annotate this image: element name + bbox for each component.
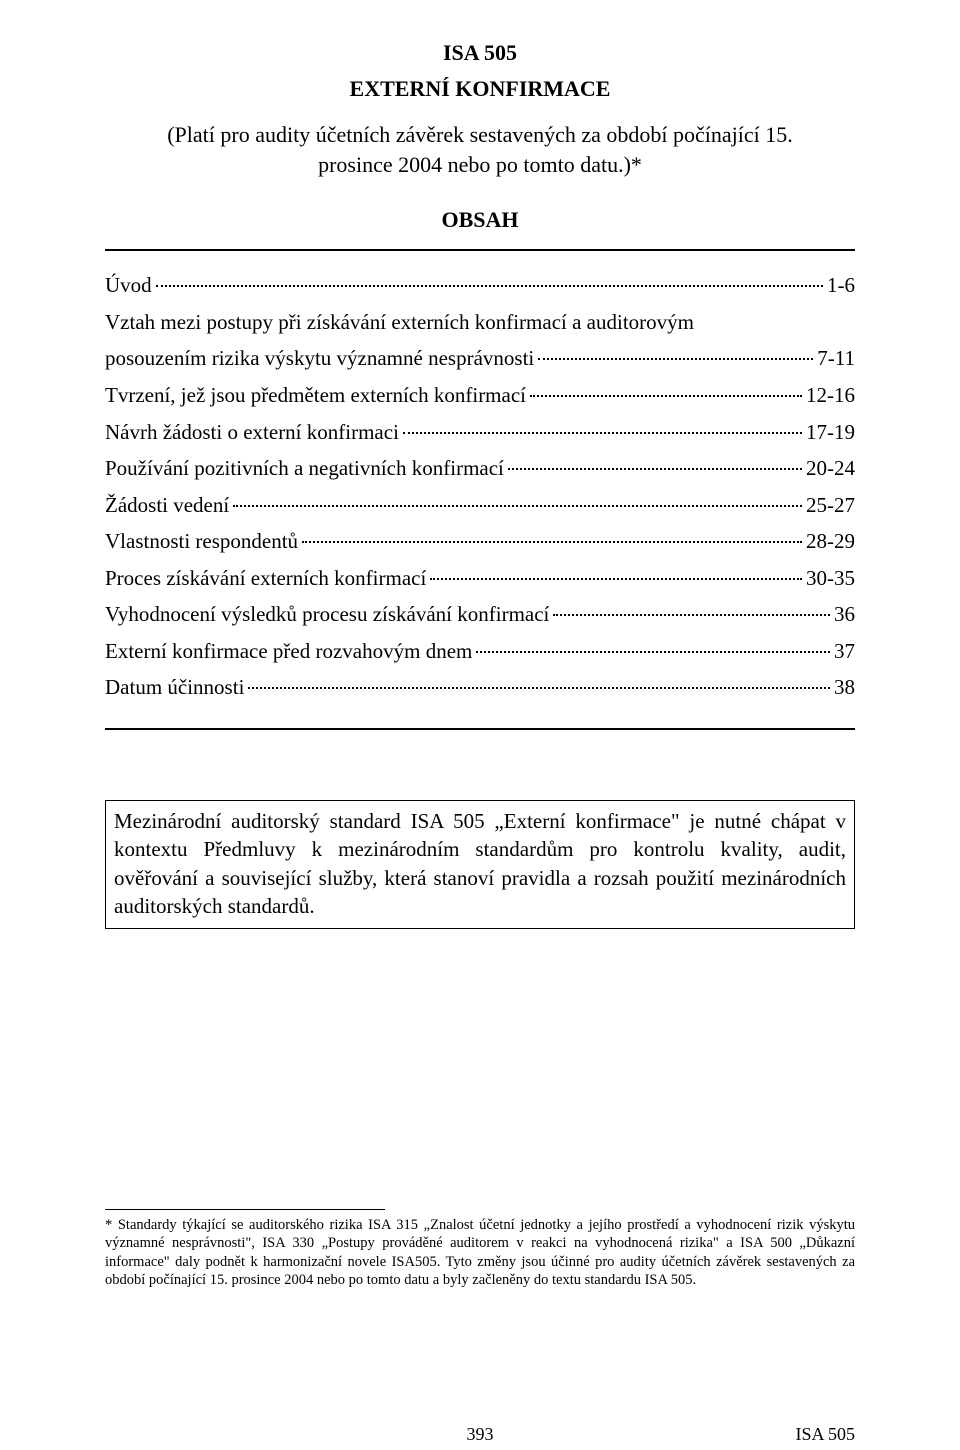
toc-leader <box>530 395 802 397</box>
toc-page: 37 <box>834 635 855 668</box>
toc-row: Používání pozitivních a negativních konf… <box>105 452 855 485</box>
toc-page: 38 <box>834 671 855 704</box>
toc-row: Vlastnosti respondentů 28-29 <box>105 525 855 558</box>
toc-leader <box>538 358 813 360</box>
page-number: 393 <box>467 1424 494 1445</box>
toc-leader <box>403 432 802 434</box>
footnote-text: * Standardy týkající se auditorského riz… <box>105 1216 855 1289</box>
toc-page: 20-24 <box>806 452 855 485</box>
toc-label: Tvrzení, jež jsou předmětem externích ko… <box>105 379 526 412</box>
toc-row: Návrh žádosti o externí konfirmaci 17-19 <box>105 416 855 449</box>
toc-leader <box>248 687 830 689</box>
toc-page: 1-6 <box>827 269 855 302</box>
toc-leader <box>508 468 802 470</box>
toc-leader <box>476 651 830 653</box>
toc-label: Návrh žádosti o externí konfirmaci <box>105 416 399 449</box>
toc-row: Externí konfirmace před rozvahovým dnem 3… <box>105 635 855 668</box>
footer-isa: ISA 505 <box>795 1424 855 1445</box>
toc-label: Proces získávání externích konfirmací <box>105 562 426 595</box>
document-title: EXTERNÍ KONFIRMACE <box>105 76 855 102</box>
toc-row: Vztah mezi postupy při získávání externí… <box>105 306 855 339</box>
toc-label: Externí konfirmace před rozvahovým dnem <box>105 635 472 668</box>
toc-row: Proces získávání externích konfirmací 30-… <box>105 562 855 595</box>
toc-label: posouzením rizika výskytu významné nespr… <box>105 342 534 375</box>
toc-page: 28-29 <box>806 525 855 558</box>
contents-heading: OBSAH <box>441 207 518 233</box>
toc-label: Vyhodnocení výsledků procesu získávání k… <box>105 598 549 631</box>
toc-page: 17-19 <box>806 416 855 449</box>
contents-rule <box>105 249 855 251</box>
isa-number: ISA 505 <box>105 40 855 66</box>
toc-label: Úvod <box>105 269 152 302</box>
toc-label: Používání pozitivních a negativních konf… <box>105 452 504 485</box>
toc-page: 12-16 <box>806 379 855 412</box>
toc-row: Vyhodnocení výsledků procesu získávání k… <box>105 598 855 631</box>
toc-leader <box>302 541 802 543</box>
toc-label: Datum účinnosti <box>105 671 244 704</box>
toc-page: 36 <box>834 598 855 631</box>
contents-end-rule <box>105 728 855 730</box>
toc-leader <box>233 505 802 507</box>
toc-leader <box>553 614 830 616</box>
footnote-separator <box>105 1209 385 1210</box>
toc-page: 25-27 <box>806 489 855 522</box>
context-note-box: Mezinárodní auditorský standard ISA 505 … <box>105 800 855 929</box>
toc-label: Žádosti vedení <box>105 489 229 522</box>
toc-page: 7-11 <box>817 342 855 375</box>
toc-label: Vztah mezi postupy při získávání externí… <box>105 306 694 339</box>
toc-row: posouzením rizika výskytu významné nespr… <box>105 342 855 375</box>
toc-row: Datum účinnosti 38 <box>105 671 855 704</box>
table-of-contents: Úvod 1-6 Vztah mezi postupy při získávání … <box>105 269 855 704</box>
contents-heading-block: OBSAH <box>105 207 855 233</box>
toc-row: Tvrzení, jež jsou předmětem externích ko… <box>105 379 855 412</box>
document-header: ISA 505 EXTERNÍ KONFIRMACE (Platí pro au… <box>105 40 855 179</box>
toc-row: Žádosti vedení 25-27 <box>105 489 855 522</box>
toc-leader <box>156 285 823 287</box>
toc-page: 30-35 <box>806 562 855 595</box>
toc-leader <box>430 578 802 580</box>
applicability-note: (Platí pro audity účetních závěrek sesta… <box>160 120 800 179</box>
toc-label: Vlastnosti respondentů <box>105 525 298 558</box>
toc-row: Úvod 1-6 <box>105 269 855 302</box>
